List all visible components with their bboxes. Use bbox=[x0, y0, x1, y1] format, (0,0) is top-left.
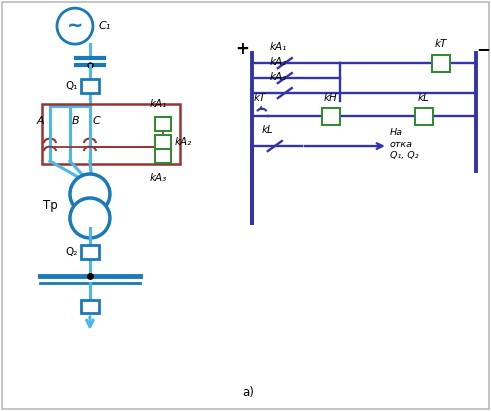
Text: kA₁: kA₁ bbox=[269, 42, 286, 52]
Text: kA₁: kA₁ bbox=[149, 99, 166, 109]
Text: kL: kL bbox=[262, 125, 273, 135]
Bar bbox=[415, 108, 433, 125]
Bar bbox=[432, 55, 450, 72]
Bar bbox=[81, 300, 99, 313]
Text: A: A bbox=[36, 116, 44, 126]
Text: kA₃: kA₃ bbox=[269, 72, 286, 82]
Circle shape bbox=[70, 198, 110, 238]
Text: kL: kL bbox=[418, 93, 430, 103]
Text: Q₂: Q₂ bbox=[66, 247, 78, 257]
Text: C: C bbox=[93, 116, 101, 126]
Bar bbox=[81, 79, 99, 93]
Text: kA₂: kA₂ bbox=[269, 57, 286, 67]
Text: kA₂: kA₂ bbox=[175, 137, 192, 147]
Text: C₁: C₁ bbox=[99, 21, 111, 31]
Text: Q₁: Q₁ bbox=[65, 81, 78, 91]
Bar bbox=[155, 117, 171, 131]
Text: ~: ~ bbox=[67, 16, 83, 35]
Text: а): а) bbox=[242, 386, 254, 399]
Bar bbox=[155, 135, 171, 149]
Bar bbox=[322, 108, 340, 125]
Text: +: + bbox=[235, 40, 249, 58]
Bar bbox=[42, 104, 180, 164]
Text: На
отка
Q₁, Q₂: На отка Q₁, Q₂ bbox=[390, 129, 418, 159]
Text: kT: kT bbox=[435, 39, 447, 49]
Text: B: B bbox=[72, 116, 80, 126]
Text: kT: kT bbox=[254, 93, 266, 103]
Text: kH: kH bbox=[324, 93, 338, 103]
Bar bbox=[155, 149, 171, 163]
Circle shape bbox=[70, 174, 110, 214]
Text: kA₃: kA₃ bbox=[149, 173, 166, 183]
Circle shape bbox=[57, 8, 93, 44]
Text: −: − bbox=[477, 40, 491, 58]
Bar bbox=[81, 245, 99, 259]
Text: Тр: Тр bbox=[43, 199, 58, 212]
